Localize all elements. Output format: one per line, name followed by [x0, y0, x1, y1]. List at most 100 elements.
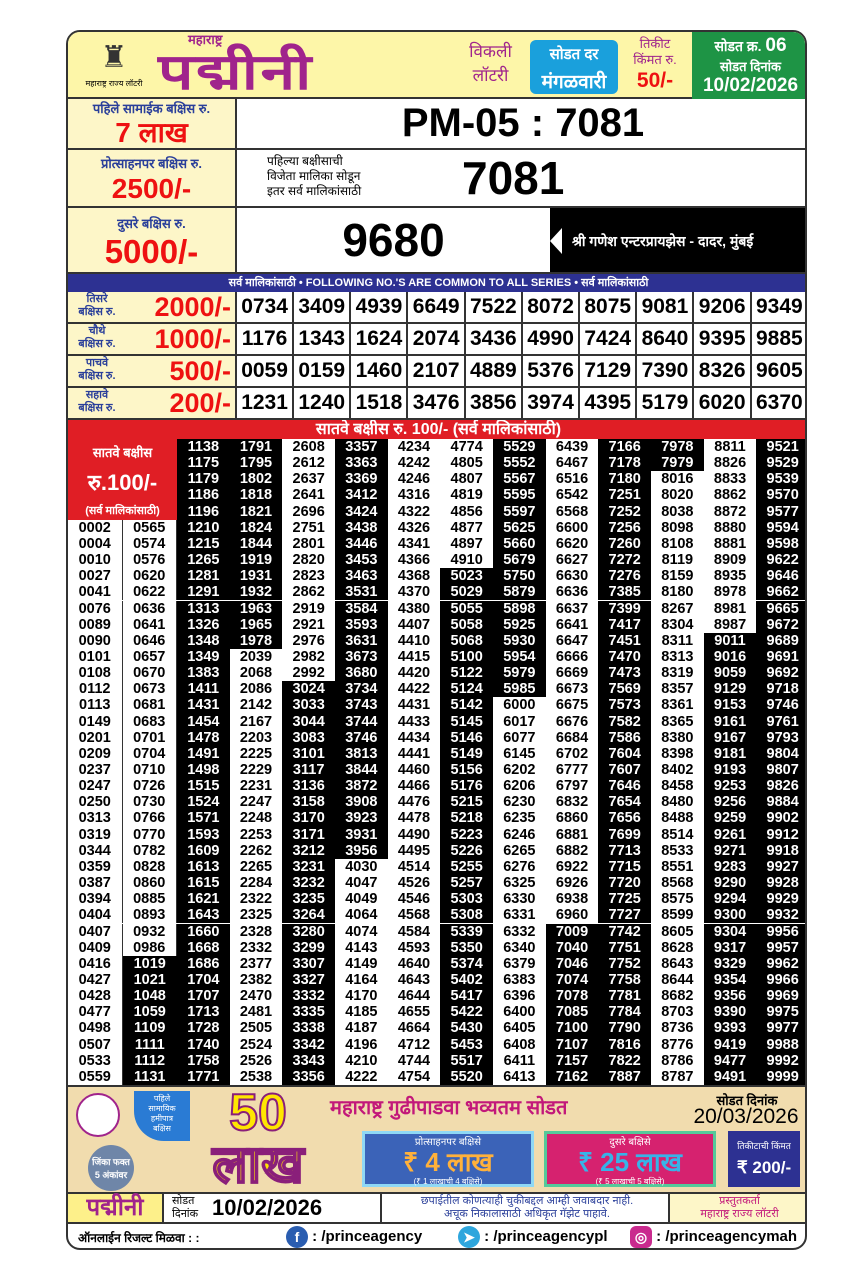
second-prize-number: 9680	[237, 208, 550, 274]
winning-number: 9081	[637, 292, 695, 322]
number-cell: 9957	[756, 939, 805, 956]
number-cell: 0076	[68, 600, 123, 617]
number-cell: 0498	[68, 1020, 123, 1037]
number-cell: 0701	[122, 729, 177, 746]
number-cell: 5122	[440, 665, 493, 682]
number-cell: 1048	[122, 988, 177, 1005]
number-cell: 4326	[387, 519, 441, 536]
number-cell: 7822	[598, 1052, 652, 1069]
prize-name-line: बक्षिस रु.	[78, 306, 116, 318]
number-cell: 5552	[493, 455, 546, 472]
number-cell: 6077	[493, 729, 546, 746]
number-cell: 8304	[651, 616, 704, 633]
number-cell: 1978	[229, 632, 283, 649]
instagram-link[interactable]: ◎ : /princeagencymah	[630, 1226, 797, 1248]
number-cell: 5453	[440, 1036, 493, 1053]
number-cell: 1571	[177, 810, 230, 827]
number-cell: 5567	[493, 471, 546, 488]
number-cell: 7385	[598, 584, 652, 601]
number-cell: 4754	[387, 1068, 441, 1085]
number-cell: 8811	[703, 439, 757, 456]
consolation-note: पहिल्या बक्षीसाची विजेता मालिका सोडून इतर …	[267, 154, 361, 199]
number-cell: 1844	[229, 535, 283, 553]
number-cell: 3923	[335, 810, 388, 827]
number-cell: 1707	[177, 988, 230, 1005]
prize-label: प्रोत्साहनपर बक्षिस रु.	[101, 156, 202, 171]
number-cell: 6332	[493, 923, 546, 940]
number-cell: 3332	[282, 988, 335, 1005]
number-cell: 5124	[440, 681, 493, 698]
number-cell: 8872	[703, 503, 757, 520]
number-cell: 2247	[229, 794, 283, 811]
seventh-prize-banner: सातवे बक्षीस रु. 100/- (सर्व मालिकांसाठी…	[68, 420, 805, 439]
number-cell: 8833	[703, 471, 757, 488]
telegram-icon: ➤	[458, 1226, 480, 1248]
number-cell: 1524	[177, 794, 230, 811]
number-cell: 5402	[440, 971, 493, 989]
number-cell: 3412	[335, 487, 388, 504]
number-cell: 0409	[68, 939, 123, 956]
number-cell: 4819	[440, 487, 493, 504]
telegram-link[interactable]: ➤ : /princeagencypl	[458, 1226, 608, 1248]
facebook-handle: : /princeagency	[312, 1227, 423, 1245]
number-cell: 3446	[335, 535, 388, 553]
number-cell: 2608	[282, 439, 335, 456]
number-cell: 6881	[545, 826, 599, 843]
number-cell: 3357	[335, 439, 388, 456]
number-cell: 6666	[545, 648, 599, 666]
number-cell: 4478	[387, 810, 441, 827]
facebook-icon: f	[286, 1226, 308, 1248]
number-cell: 7251	[598, 487, 652, 504]
prize-row: चौथे बक्षिस रु. 1000/- 1176 1343 1624 2074 3436…	[68, 324, 805, 356]
number-cell: 0673	[122, 681, 177, 698]
consolation-prize-row: पहिल्या बक्षीसाची विजेता मालिका सोडून इतर …	[237, 150, 805, 208]
number-cell: 2470	[229, 988, 283, 1005]
number-cell: 1215	[177, 535, 230, 553]
number-cell: 2976	[282, 632, 335, 649]
number-cell: 5223	[440, 826, 493, 843]
telegram-handle: : /princeagencypl	[484, 1227, 608, 1245]
side-amount: रु.100/-	[87, 470, 158, 495]
number-cell: 3136	[282, 778, 335, 795]
number-cell: 0657	[122, 648, 177, 666]
winning-number: 8640	[637, 324, 695, 354]
number-cell: 6702	[545, 745, 599, 762]
number-cell: 2332	[229, 939, 283, 956]
number-cell: 1109	[122, 1020, 177, 1037]
prize-name-line: पाचवे	[85, 357, 109, 369]
number-cell: 4210	[335, 1052, 388, 1069]
number-cell: 8978	[703, 584, 757, 601]
draw-no: 06	[765, 35, 787, 56]
ticket-price-box: तिकीट किंमत रु. 50/-	[620, 36, 690, 94]
number-cell: 0565	[122, 519, 177, 536]
big-prize-amount: 50 लाख	[198, 1086, 318, 1192]
number-cell: 1021	[122, 971, 177, 989]
number-cell: 8361	[651, 697, 704, 714]
number-cell: 0828	[122, 858, 177, 876]
number-cell: 7582	[598, 713, 652, 730]
number-cell: 7979	[651, 455, 704, 472]
number-cell: 5925	[493, 616, 546, 633]
presenter: प्रस्तुतकर्ता महाराष्ट्र राज्य लॉटरी	[668, 1194, 805, 1222]
number-cell: 6832	[545, 794, 599, 811]
seventh-prize-side-label: सातवे बक्षीस रु.100/- (सर्व मालिकांसाठी)	[68, 439, 177, 520]
prize-name-line: चौथे	[88, 325, 106, 337]
number-cell: 1818	[229, 487, 283, 504]
badge-line: पहिले	[153, 1094, 171, 1103]
number-cell: 9761	[756, 713, 805, 730]
number-cell: 2229	[229, 762, 283, 779]
number-cell: 8599	[651, 907, 704, 924]
number-cell: 6637	[545, 600, 599, 617]
number-cell: 3593	[335, 616, 388, 633]
number-cell: 7166	[598, 439, 652, 456]
number-cell: 2820	[282, 552, 335, 569]
number-cell: 7713	[598, 842, 652, 859]
facebook-link[interactable]: f : /princeagency	[286, 1226, 422, 1248]
winning-number: 3436	[466, 324, 523, 354]
number-cell: 9912	[756, 826, 805, 843]
number-cell: 0101	[68, 648, 123, 666]
number-cell: 3235	[282, 891, 335, 908]
number-cell: 8987	[703, 616, 757, 633]
number-cell: 3356	[282, 1068, 335, 1085]
number-cell: 0477	[68, 1004, 123, 1021]
